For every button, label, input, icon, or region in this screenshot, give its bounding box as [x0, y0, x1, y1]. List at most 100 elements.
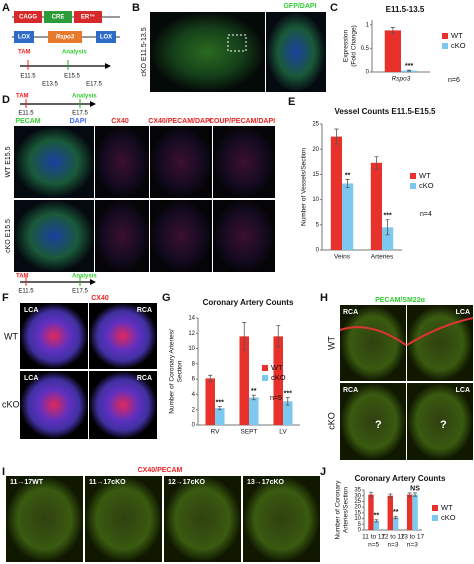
error-bar	[388, 493, 393, 498]
stage: E15.5	[64, 74, 80, 80]
stage: E11.5	[20, 74, 36, 80]
bar	[382, 227, 394, 250]
panel-label: E	[288, 96, 295, 108]
error-bar	[334, 128, 339, 145]
row-label: cKO	[326, 412, 336, 430]
row-label: WT	[326, 336, 336, 350]
panel-label: A	[2, 2, 10, 14]
bar	[330, 136, 342, 250]
y-tick-label: 10	[312, 197, 319, 203]
stain-label: GFP/DAPI	[283, 3, 316, 10]
legend-swatch	[262, 375, 268, 381]
row-label: WT	[4, 331, 18, 341]
condition-label: 12→17cKO	[168, 479, 206, 486]
panel-label: H	[320, 292, 328, 304]
row-label: cKO E15.5	[5, 219, 12, 253]
construct: CAGG CRE ER™ LOX Rspo3 LOX	[12, 11, 120, 43]
y-tick-label: 10	[188, 346, 195, 352]
y-axis-label: (Fold Change)	[351, 25, 358, 67]
bar	[370, 162, 382, 250]
error-bar	[208, 374, 213, 382]
stain-label: PECAM/SM22α	[375, 297, 426, 304]
analysis-label: Analysis	[72, 94, 97, 100]
error-bar	[385, 219, 390, 236]
stain-label: CX40	[91, 295, 109, 302]
x-tick-label: Veins	[334, 254, 351, 261]
tam-label: TAM	[18, 50, 31, 56]
y-axis-label: Number of Coronary	[335, 480, 342, 540]
significance: **	[374, 513, 380, 520]
error-bar	[407, 492, 412, 497]
y-tick-label: 5	[358, 522, 362, 528]
y-axis-label: Arteries/Section	[343, 487, 350, 533]
legend-label: cKO	[451, 41, 466, 50]
legend-label: cKO	[271, 373, 286, 382]
error-bar	[390, 27, 395, 34]
gene: CRE	[52, 15, 65, 21]
error-bar	[413, 492, 418, 497]
significance: ***	[405, 63, 413, 70]
artery-label: RCA	[137, 307, 152, 314]
y-tick-label: 1	[366, 22, 370, 28]
legend-swatch	[432, 505, 438, 511]
n-note: n=6	[448, 77, 460, 84]
bar	[273, 336, 283, 425]
y-tick-label: 6	[192, 377, 196, 383]
y-tick-label: 35	[354, 488, 361, 494]
y-axis-label: Number of Coronary Arteries/	[169, 329, 176, 414]
x-tick-label: 11 to 17	[362, 534, 385, 541]
row-label: WT E15.5	[5, 146, 12, 177]
chart-title: Coronary Artery Counts	[355, 474, 446, 483]
y-tick-label: 20	[312, 147, 319, 153]
bar	[393, 517, 399, 530]
question-mark: ?	[375, 419, 382, 431]
significance: ***	[384, 213, 392, 220]
heart-images	[20, 303, 157, 439]
y-tick-label: 0.5	[361, 46, 370, 52]
legend-label: WT	[441, 503, 453, 512]
bar	[205, 378, 215, 425]
y-axis-label: Section	[177, 360, 184, 382]
timeline: TAM Analysis E11.5 E17.5	[16, 94, 97, 117]
n-label: n=3	[387, 542, 398, 549]
legend-swatch	[432, 515, 438, 521]
significance: ***	[284, 390, 292, 397]
row-label: cKO	[2, 399, 20, 409]
x-tick-label: 12 to 17	[381, 534, 405, 541]
error-bar	[251, 394, 256, 401]
micrograph-grid	[6, 476, 320, 562]
error-bar	[393, 515, 398, 519]
y-tick-label: 0	[366, 70, 370, 76]
legend-swatch	[262, 365, 268, 371]
gene: CAGG	[19, 15, 37, 21]
gene: ER™	[81, 14, 95, 21]
x-tick-label: RV	[211, 429, 221, 436]
y-tick-label: 25	[312, 122, 319, 128]
bar	[384, 30, 401, 72]
y-axis-label: Number of Vessels/Section	[301, 148, 308, 226]
stage: E11.5	[18, 111, 34, 117]
y-tick-label: 5	[316, 222, 320, 228]
bar	[342, 183, 354, 250]
error-bar	[407, 69, 412, 72]
x-tick-label: 13 to 17	[401, 534, 425, 541]
question-mark: ?	[440, 419, 447, 431]
y-tick-label: 25	[354, 499, 361, 505]
artery-label: RCA	[137, 375, 152, 382]
gene: LOX	[100, 35, 112, 41]
legend-label: WT	[419, 171, 431, 180]
n-label: n=3	[407, 542, 418, 549]
n-note: n=4	[420, 211, 432, 218]
bar	[373, 520, 380, 530]
micrograph	[266, 12, 326, 92]
stage: E17.5	[72, 289, 88, 295]
stain-label: CX40/PECAM	[138, 467, 183, 474]
artery-label: LCA	[456, 309, 470, 316]
bar	[368, 494, 374, 530]
panel-label: C	[330, 2, 338, 14]
y-tick-label: 0	[192, 423, 196, 429]
y-axis-label: Expression	[343, 30, 350, 63]
micrograph	[150, 12, 265, 92]
panel-label: D	[2, 94, 10, 106]
